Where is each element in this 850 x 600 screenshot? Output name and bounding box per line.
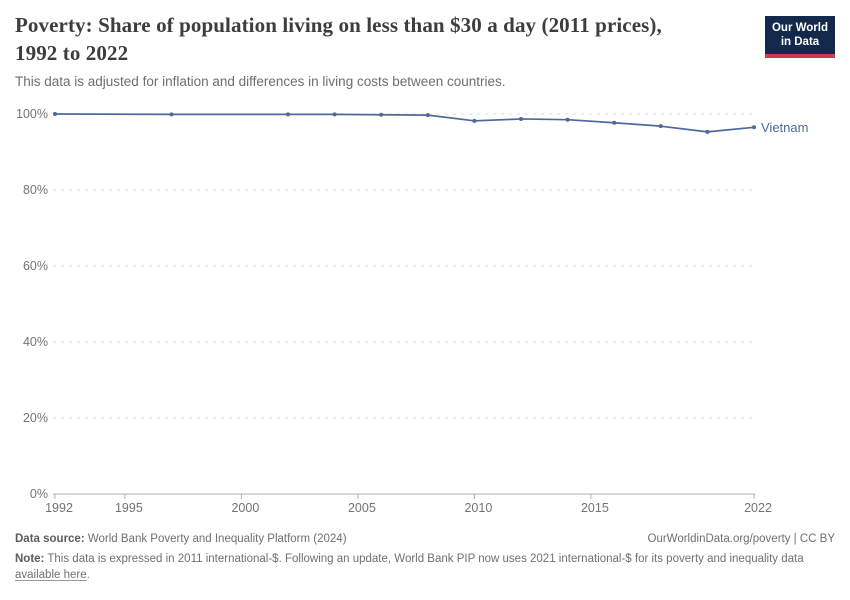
data-point [472, 118, 477, 123]
y-tick-label: 80% [23, 183, 48, 197]
data-point [658, 124, 663, 129]
owid-logo-line1: Our World [771, 22, 828, 34]
page-title: Poverty: Share of population living on l… [15, 13, 662, 65]
y-tick-label: 0% [30, 487, 48, 501]
footer-source-row: Data source: World Bank Poverty and Ineq… [15, 531, 835, 548]
data-point [332, 112, 337, 117]
note-suffix: . [86, 569, 90, 582]
x-tick-label: 2010 [464, 501, 492, 515]
data-point [705, 129, 710, 134]
data-point [169, 112, 174, 117]
x-tick-label: 2022 [744, 501, 772, 515]
data-point [379, 112, 384, 117]
data-point [519, 116, 523, 121]
data-point [286, 112, 290, 117]
data-point [53, 112, 57, 116]
chart-footer: Data source: World Bank Poverty and Ineq… [15, 531, 835, 584]
data-point [425, 113, 430, 118]
x-tick-label: 2005 [348, 501, 376, 515]
data-line [54, 113, 755, 133]
attribution: OurWorldinData.org/poverty | CC BY [647, 533, 835, 545]
data-source-text: World Bank Poverty and Inequality Platfo… [84, 533, 347, 545]
note-text: This data is expressed in 2011 internati… [44, 552, 804, 565]
x-tick-label: 2015 [581, 501, 609, 515]
x-tick-label: 1992 [45, 501, 73, 515]
line-chart: 0% 20% 40% 60% 80% 100% 1992 1995 2000 2005 2010 20… [16, 107, 808, 515]
x-tick-label: 2000 [231, 501, 259, 515]
data-point [565, 117, 570, 122]
data-point [752, 125, 756, 130]
footer-note: Note: This data is expressed in 2011 int… [15, 551, 835, 584]
y-tick-label: 60% [23, 259, 48, 273]
x-tick-label: 1995 [115, 501, 143, 515]
owid-logo-line2: in Data [780, 36, 820, 49]
series-label: Vietnam [761, 120, 808, 135]
y-tick-label: 100% [16, 107, 48, 121]
chart-subtitle: This data is adjusted for inflation and … [15, 74, 506, 89]
data-source: Data source: World Bank Poverty and Ineq… [15, 531, 347, 548]
data-source-label: Data source: [15, 533, 85, 545]
y-tick-label: 40% [23, 335, 48, 349]
note-link[interactable]: available here [15, 569, 87, 582]
owid-logo[interactable]: Our World in Data [765, 16, 835, 58]
data-point [612, 120, 617, 125]
note-label: Note: [15, 552, 45, 565]
y-tick-label: 20% [23, 411, 48, 425]
